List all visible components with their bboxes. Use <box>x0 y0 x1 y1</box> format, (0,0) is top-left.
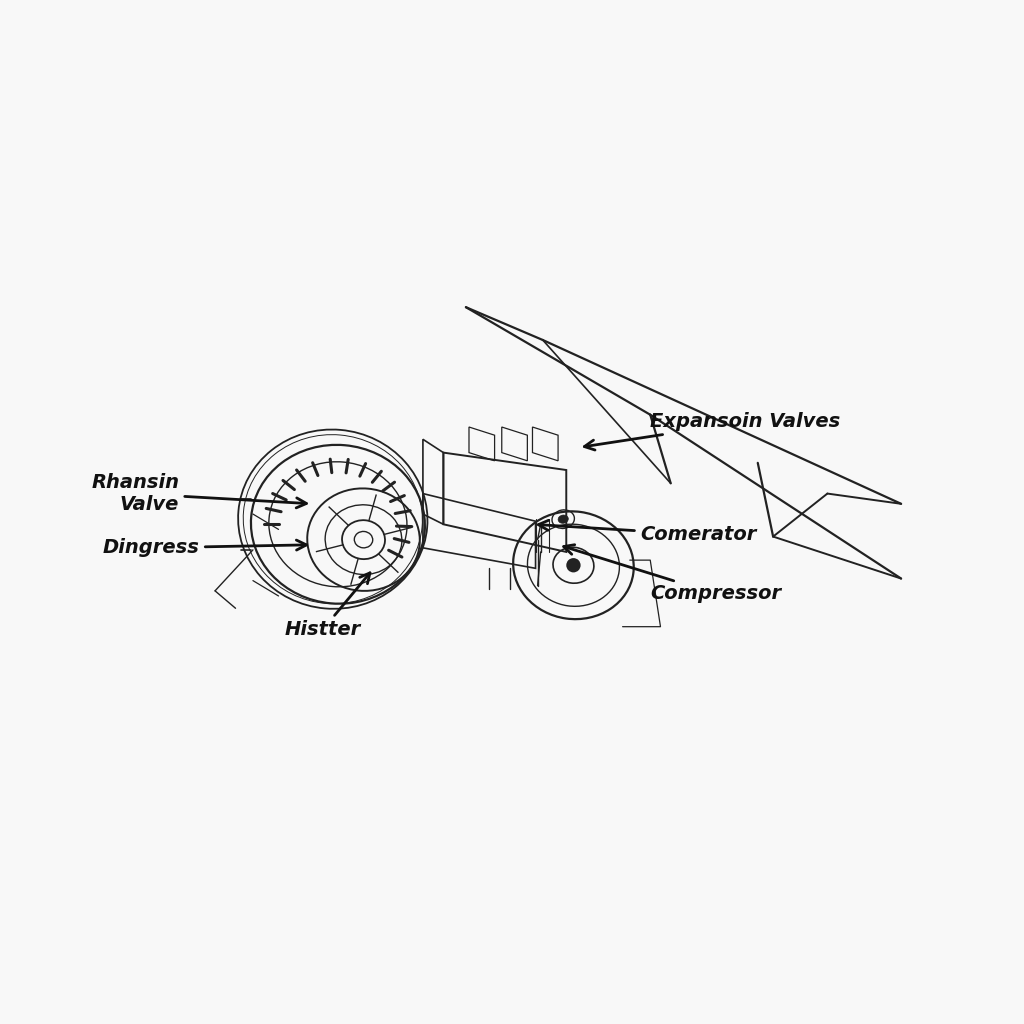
Circle shape <box>566 558 581 572</box>
Text: Comerator: Comerator <box>539 520 757 544</box>
Text: Dingress: Dingress <box>102 539 306 557</box>
Text: Histter: Histter <box>285 572 370 639</box>
Ellipse shape <box>558 515 568 523</box>
Text: Compressor: Compressor <box>563 545 781 603</box>
Text: Expansoin Valves: Expansoin Valves <box>585 413 841 450</box>
Text: Rhansin
Valve: Rhansin Valve <box>91 473 306 514</box>
